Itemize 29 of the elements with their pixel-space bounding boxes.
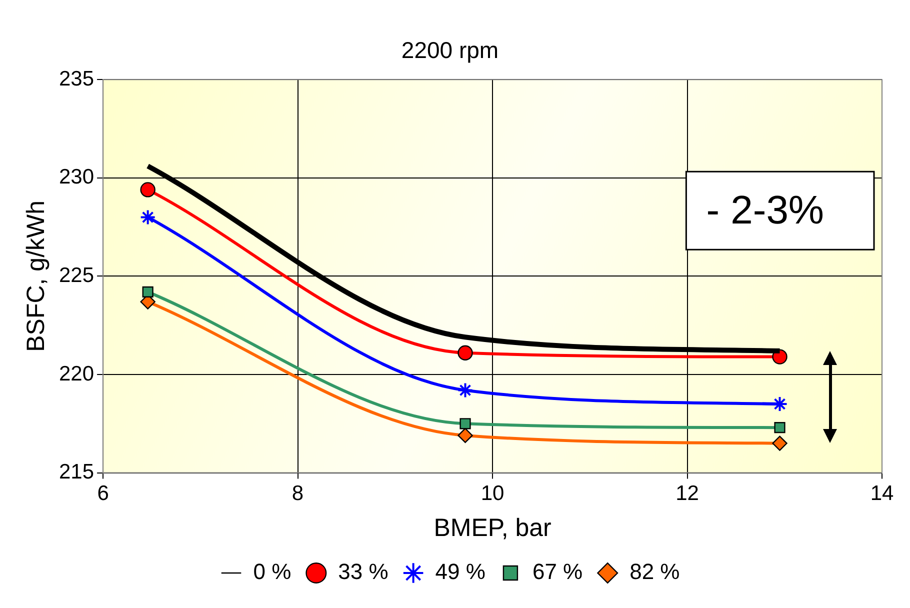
x-tick-label: 6 (97, 482, 109, 506)
y-tick-label: 230 (58, 166, 94, 189)
annotation: - 2-3% (706, 188, 824, 233)
point (457, 382, 474, 398)
y-tick-label: 225 (58, 264, 94, 287)
point (458, 428, 473, 444)
x-tick-label: 14 (870, 482, 894, 506)
legend-label: 33 % (338, 559, 388, 584)
point (140, 182, 156, 198)
y-axis-title: BSFC, g/kWh (22, 200, 50, 352)
legend-label: 82 % (630, 559, 680, 584)
point (458, 345, 473, 360)
y-tick-label: 235 (58, 67, 94, 90)
point (142, 286, 154, 298)
x-tick-label: 8 (292, 482, 304, 506)
legend-label: 0 % (253, 559, 292, 584)
x-tick-label: 12 (676, 482, 699, 506)
legend-label: 49 % (435, 559, 486, 584)
chart-title: 2200 rpm (401, 37, 499, 64)
point (460, 418, 471, 430)
x-tick-label: 10 (480, 482, 504, 506)
legend-label: 67 % (532, 559, 583, 584)
point (772, 436, 788, 451)
y-tick-label: 220 (58, 362, 94, 386)
x-axis-title: BMEP, bar (434, 514, 552, 542)
point (774, 422, 786, 434)
point (772, 349, 788, 364)
point (140, 209, 156, 226)
y-tick-label: 215 (58, 460, 94, 484)
